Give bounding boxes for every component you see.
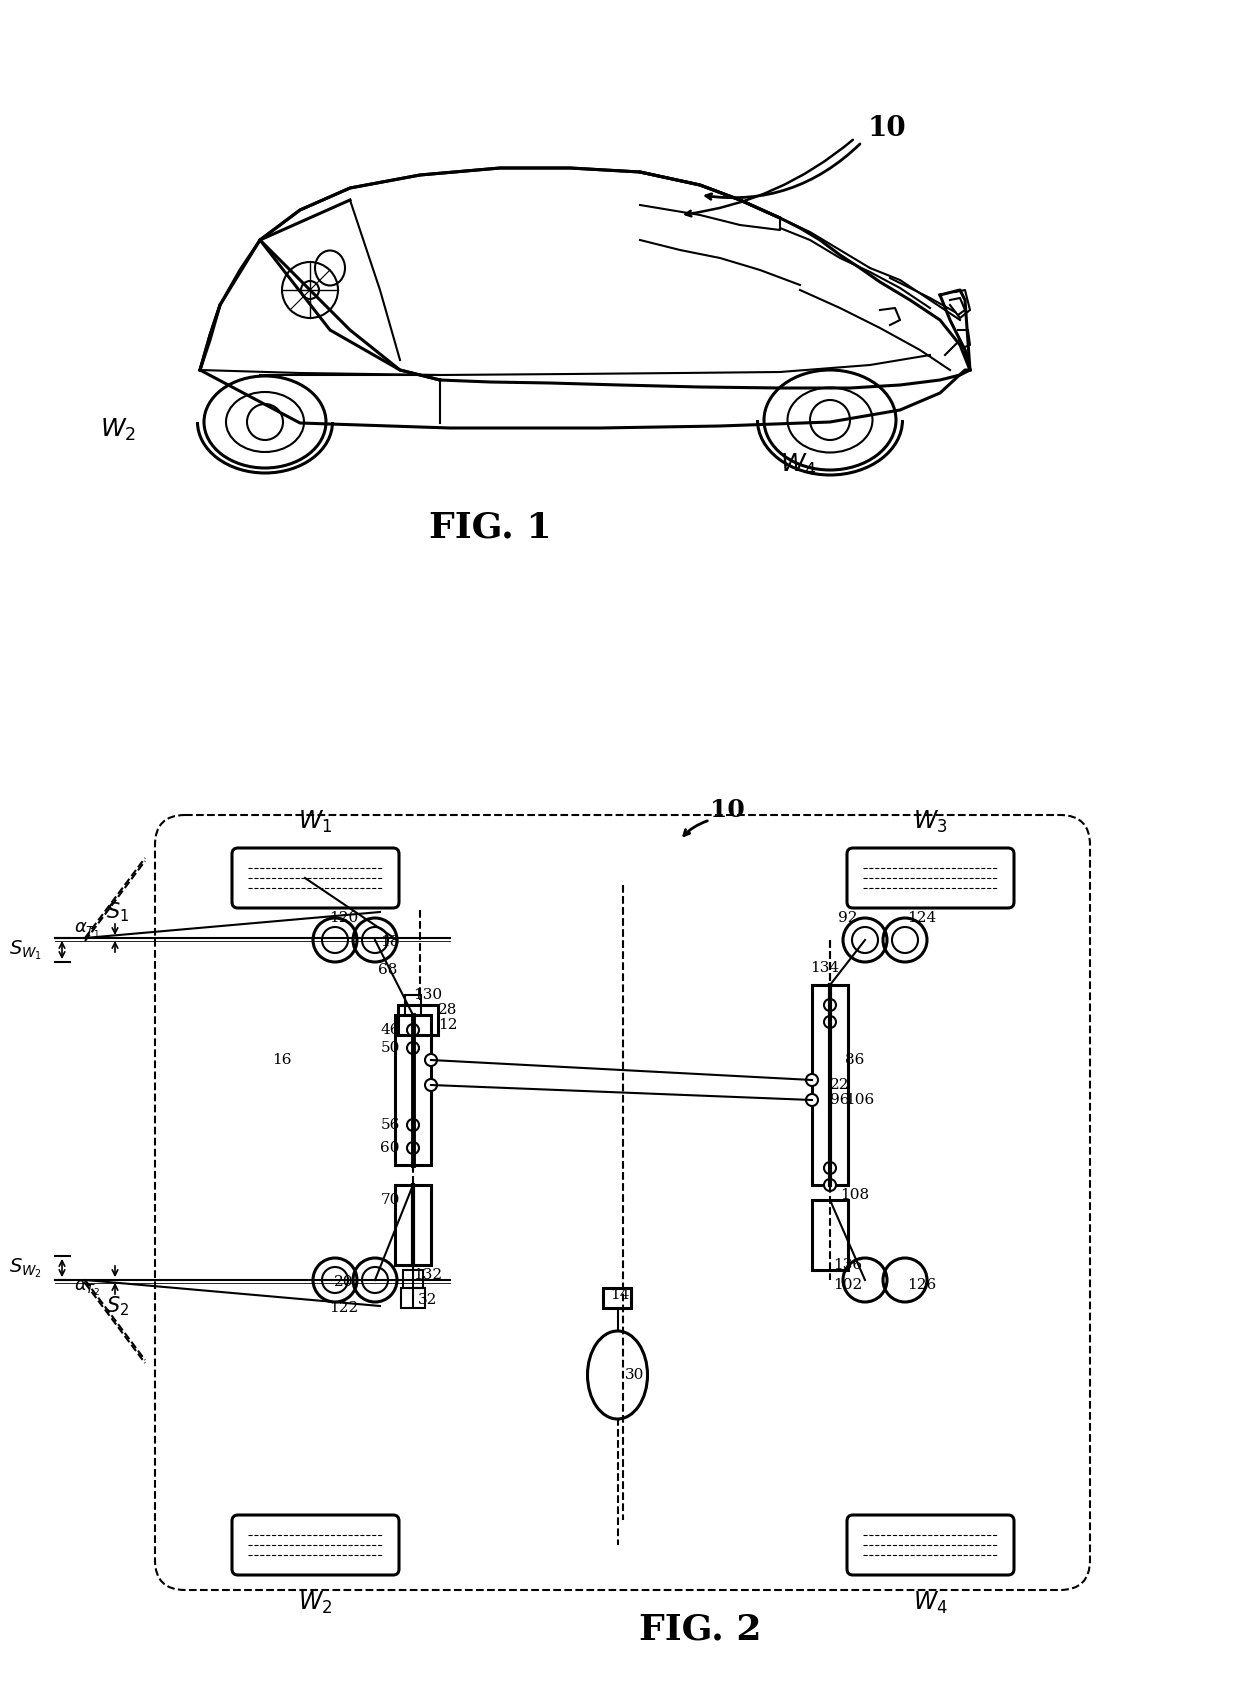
- Text: $W_1$: $W_1$: [298, 809, 332, 836]
- Text: $W_2$: $W_2$: [100, 416, 136, 443]
- Bar: [401, 1287, 425, 1308]
- Text: 18: 18: [381, 935, 399, 949]
- Text: 124: 124: [908, 912, 936, 925]
- Circle shape: [407, 1041, 419, 1055]
- Text: $W_3$: $W_3$: [913, 809, 947, 836]
- Text: 126: 126: [908, 1277, 936, 1292]
- Text: 136: 136: [833, 1259, 863, 1272]
- Text: 10: 10: [868, 115, 906, 142]
- Text: $\alpha_{T_2}$: $\alpha_{T_2}$: [73, 1279, 100, 1297]
- Text: 22: 22: [831, 1078, 849, 1092]
- Text: 46: 46: [381, 1023, 399, 1036]
- Text: $S_1$: $S_1$: [107, 900, 129, 923]
- Circle shape: [425, 1078, 436, 1090]
- Text: 106: 106: [846, 1094, 874, 1107]
- Bar: [398, 1004, 438, 1035]
- Text: 28: 28: [438, 1003, 458, 1018]
- Text: $W_4$: $W_4$: [780, 452, 816, 479]
- Text: 102: 102: [833, 1277, 863, 1292]
- Circle shape: [825, 1016, 836, 1028]
- Circle shape: [407, 1024, 419, 1036]
- Text: 68: 68: [378, 964, 398, 977]
- Circle shape: [425, 1055, 436, 1067]
- Text: 86: 86: [846, 1053, 864, 1067]
- Text: 120: 120: [330, 912, 358, 925]
- Circle shape: [806, 1094, 818, 1105]
- Bar: [812, 1200, 848, 1270]
- Text: $S_{W_1}$: $S_{W_1}$: [9, 939, 42, 962]
- Text: $\alpha_{T_1}$: $\alpha_{T_1}$: [73, 920, 100, 940]
- Circle shape: [825, 1180, 836, 1191]
- Text: 122: 122: [330, 1301, 358, 1314]
- Text: $W_4$: $W_4$: [913, 1591, 947, 1616]
- Text: 16: 16: [273, 1053, 291, 1067]
- Bar: [812, 986, 848, 1185]
- Text: 14: 14: [610, 1287, 630, 1303]
- Text: FIG. 2: FIG. 2: [639, 1613, 761, 1646]
- Text: $S_2$: $S_2$: [107, 1294, 129, 1318]
- Circle shape: [825, 999, 836, 1011]
- Text: 12: 12: [438, 1018, 458, 1031]
- Bar: [405, 996, 422, 1014]
- Text: 134: 134: [811, 960, 839, 976]
- Bar: [403, 1270, 423, 1287]
- Text: 50: 50: [381, 1041, 399, 1055]
- Text: 70: 70: [381, 1193, 399, 1206]
- Circle shape: [806, 1073, 818, 1087]
- Circle shape: [407, 1142, 419, 1154]
- Text: 56: 56: [381, 1119, 399, 1132]
- Text: 20: 20: [335, 1276, 353, 1289]
- Bar: [603, 1287, 630, 1308]
- Text: 32: 32: [418, 1292, 438, 1308]
- Text: 92: 92: [838, 912, 858, 925]
- Bar: [396, 1014, 432, 1164]
- Text: 108: 108: [841, 1188, 869, 1201]
- Text: 30: 30: [625, 1368, 645, 1382]
- Text: 96: 96: [831, 1094, 849, 1107]
- Text: 132: 132: [413, 1269, 443, 1282]
- Text: 60: 60: [381, 1141, 399, 1154]
- Text: $W_2$: $W_2$: [298, 1591, 332, 1616]
- Circle shape: [407, 1119, 419, 1131]
- Text: 130: 130: [413, 987, 443, 1003]
- Text: FIG. 1: FIG. 1: [429, 511, 552, 544]
- Bar: [396, 1185, 432, 1265]
- Text: $S_{W_2}$: $S_{W_2}$: [9, 1257, 42, 1281]
- Circle shape: [825, 1163, 836, 1174]
- Text: 10: 10: [711, 799, 745, 822]
